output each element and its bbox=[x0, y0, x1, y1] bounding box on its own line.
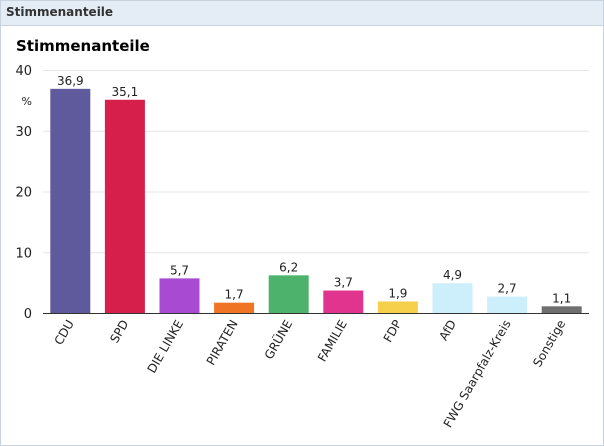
y-axis: 0 10 20 30 40% bbox=[15, 64, 32, 322]
bar[interactable] bbox=[104, 99, 145, 313]
bar[interactable] bbox=[159, 278, 200, 313]
panel-header: Stimmenanteile bbox=[1, 1, 603, 26]
bar-value-label: 6,2 bbox=[279, 260, 298, 274]
bars bbox=[50, 88, 582, 314]
bar[interactable] bbox=[323, 290, 364, 313]
bar-value-label: 1,9 bbox=[388, 286, 407, 300]
bar[interactable] bbox=[214, 302, 255, 313]
bar-value-label: 4,9 bbox=[443, 268, 462, 282]
category-labels: CDU SPD DIE LINKE PIRATEN GRÜNE FAMILIE FDP AfD… bbox=[52, 317, 569, 430]
bar-value-label: 36,9 bbox=[57, 74, 84, 88]
category-label: CDU bbox=[52, 318, 77, 348]
y-tick-label: 30 bbox=[15, 125, 32, 140]
category-label: FAMILIE bbox=[315, 318, 350, 365]
category-label: Sonstige bbox=[530, 318, 568, 370]
bar[interactable] bbox=[268, 275, 309, 313]
bar-value-label: 3,7 bbox=[334, 276, 353, 290]
y-tick-label: 20 bbox=[15, 186, 32, 201]
chart-title: Stimmenanteile bbox=[16, 37, 150, 55]
bar[interactable] bbox=[432, 283, 473, 313]
bar-value-label: 1,7 bbox=[225, 288, 244, 302]
category-label: GRÜNE bbox=[260, 317, 295, 362]
category-label: SPD bbox=[107, 318, 131, 346]
category-label: FDP bbox=[381, 318, 405, 345]
bar-value-label: 35,1 bbox=[112, 85, 139, 99]
category-label: AfD bbox=[436, 318, 459, 343]
bar[interactable] bbox=[50, 88, 91, 314]
value-labels: 36,9 35,1 5,7 1,7 6,2 3,7 1,9 4,9 2,7 1,1 bbox=[57, 74, 571, 305]
category-label: DIE LINKE bbox=[145, 318, 187, 376]
bar[interactable] bbox=[377, 301, 418, 313]
y-tick-label: 10 bbox=[15, 246, 32, 261]
bar-value-label: 1,1 bbox=[552, 291, 571, 305]
bar-value-label: 2,7 bbox=[498, 282, 517, 296]
category-label: PIRATEN bbox=[204, 318, 241, 368]
bar-value-label: 5,7 bbox=[170, 263, 189, 277]
bar[interactable] bbox=[541, 306, 582, 313]
y-tick-label: 40 bbox=[15, 64, 32, 79]
y-tick-label: 0 bbox=[24, 307, 32, 322]
panel-title: Stimmenanteile bbox=[6, 5, 114, 19]
y-unit-label: % bbox=[22, 95, 32, 108]
bar[interactable] bbox=[487, 296, 528, 313]
